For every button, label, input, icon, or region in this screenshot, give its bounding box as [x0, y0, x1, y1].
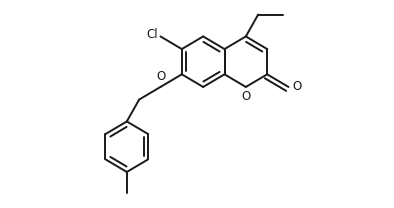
- Text: O: O: [292, 80, 301, 93]
- Text: O: O: [241, 90, 251, 103]
- Text: O: O: [157, 70, 166, 83]
- Text: Cl: Cl: [146, 28, 158, 41]
